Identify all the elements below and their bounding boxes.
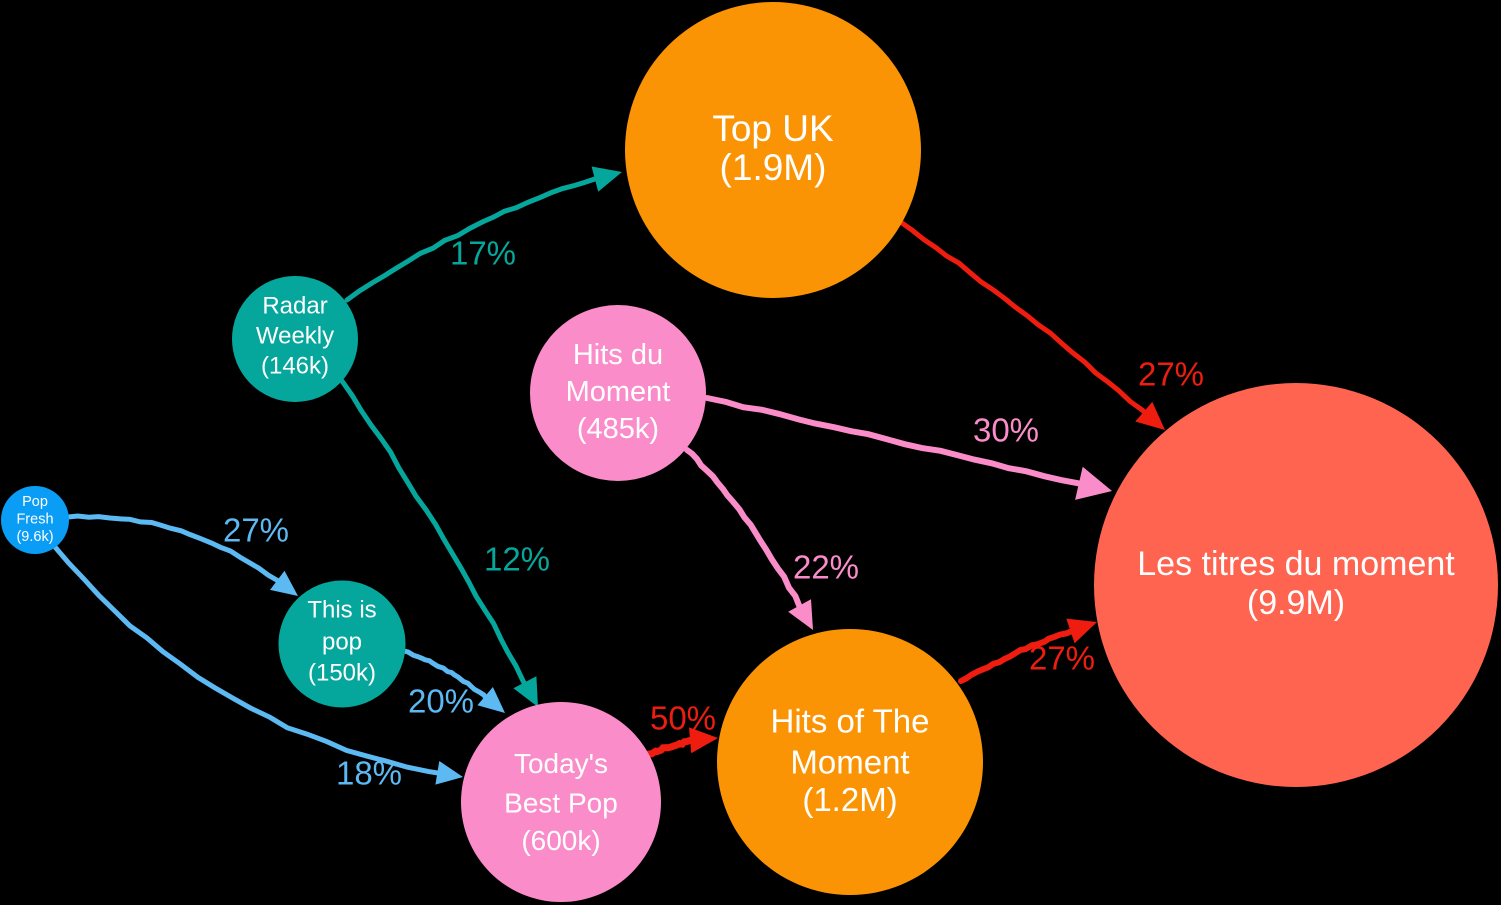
svg-text:(1.9M): (1.9M)	[720, 147, 827, 188]
svg-text:Pop: Pop	[22, 494, 48, 510]
svg-text:22%: 22%	[793, 549, 859, 586]
svg-text:This is: This is	[307, 597, 376, 624]
svg-text:Hits du: Hits du	[573, 339, 663, 371]
svg-text:(9.9M): (9.9M)	[1247, 584, 1345, 622]
svg-text:Moment: Moment	[790, 744, 909, 781]
svg-text:Radar: Radar	[262, 293, 327, 320]
svg-text:(150k): (150k)	[308, 660, 376, 687]
svg-text:Fresh: Fresh	[16, 512, 53, 528]
svg-text:pop: pop	[322, 629, 362, 656]
svg-text:27%: 27%	[1138, 356, 1204, 393]
svg-text:Top UK: Top UK	[712, 108, 834, 149]
svg-text:12%: 12%	[484, 541, 550, 578]
svg-text:(9.6k): (9.6k)	[16, 529, 53, 545]
svg-text:Hits of The: Hits of The	[771, 703, 930, 740]
svg-text:27%: 27%	[1029, 640, 1095, 677]
svg-text:20%: 20%	[408, 683, 474, 720]
svg-text:(600k): (600k)	[521, 825, 600, 856]
svg-text:(1.2M): (1.2M)	[802, 781, 897, 818]
svg-text:Weekly: Weekly	[256, 323, 334, 350]
svg-text:27%: 27%	[223, 512, 289, 549]
svg-text:18%: 18%	[336, 755, 402, 792]
svg-text:(485k): (485k)	[577, 413, 659, 445]
svg-text:17%: 17%	[450, 235, 516, 272]
svg-text:(146k): (146k)	[261, 353, 329, 380]
svg-text:Les titres du moment: Les titres du moment	[1137, 545, 1455, 583]
svg-text:Moment: Moment	[566, 376, 671, 408]
svg-text:50%: 50%	[650, 700, 716, 737]
svg-text:Today's: Today's	[514, 748, 608, 779]
svg-text:Best Pop: Best Pop	[504, 788, 618, 819]
svg-text:30%: 30%	[973, 412, 1039, 449]
